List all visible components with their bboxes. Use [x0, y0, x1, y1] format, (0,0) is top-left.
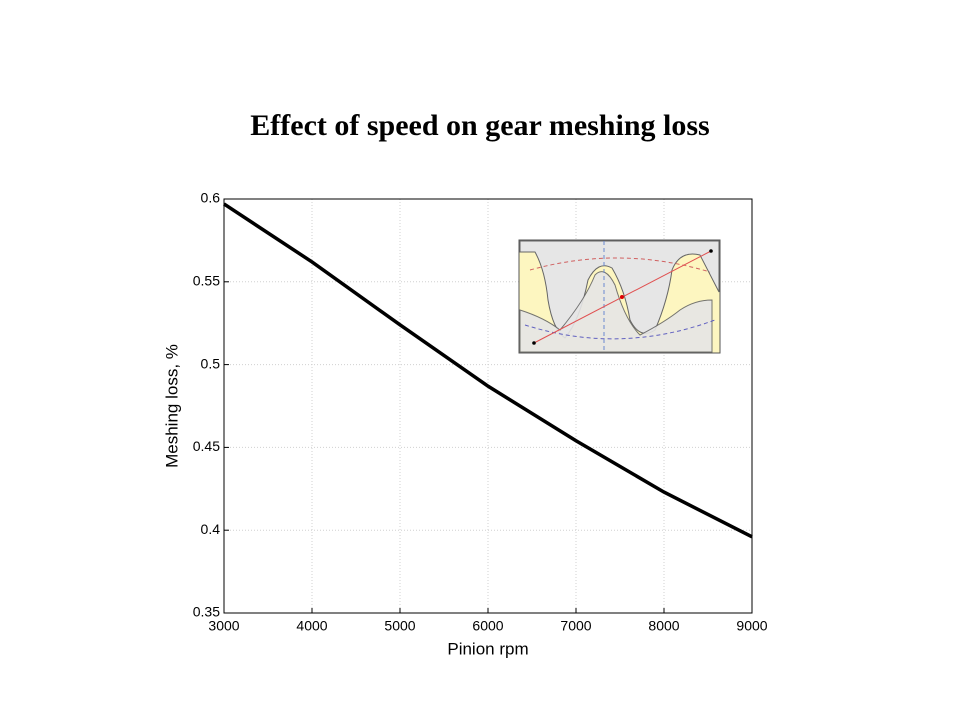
x-axis-label: Pinion rpm: [447, 639, 528, 658]
x-tick-label: 9000: [736, 618, 767, 634]
data-line: [223, 202, 753, 539]
x-tick-label: 5000: [384, 618, 415, 634]
plot-frame: [223, 198, 753, 614]
x-tick-label: 8000: [648, 618, 679, 634]
gear-inset: [518, 239, 721, 354]
y-tick-label: 0.55: [193, 273, 220, 289]
y-tick-label: 0.6: [201, 190, 221, 206]
y-tick-label: 0.45: [193, 438, 220, 454]
y-tick-label: 0.4: [201, 521, 221, 537]
y-tick-label: 0.5: [201, 355, 221, 371]
y-axis-label: Meshing loss, %: [162, 344, 181, 468]
x-tick-label: 4000: [296, 618, 327, 634]
x-tick-label: 7000: [560, 618, 591, 634]
chart-title: Effect of speed on gear meshing loss: [250, 109, 709, 142]
x-tick-label: 3000: [208, 618, 239, 634]
x-tick-label: 6000: [472, 618, 503, 634]
y-tick-label: 0.35: [193, 604, 220, 620]
